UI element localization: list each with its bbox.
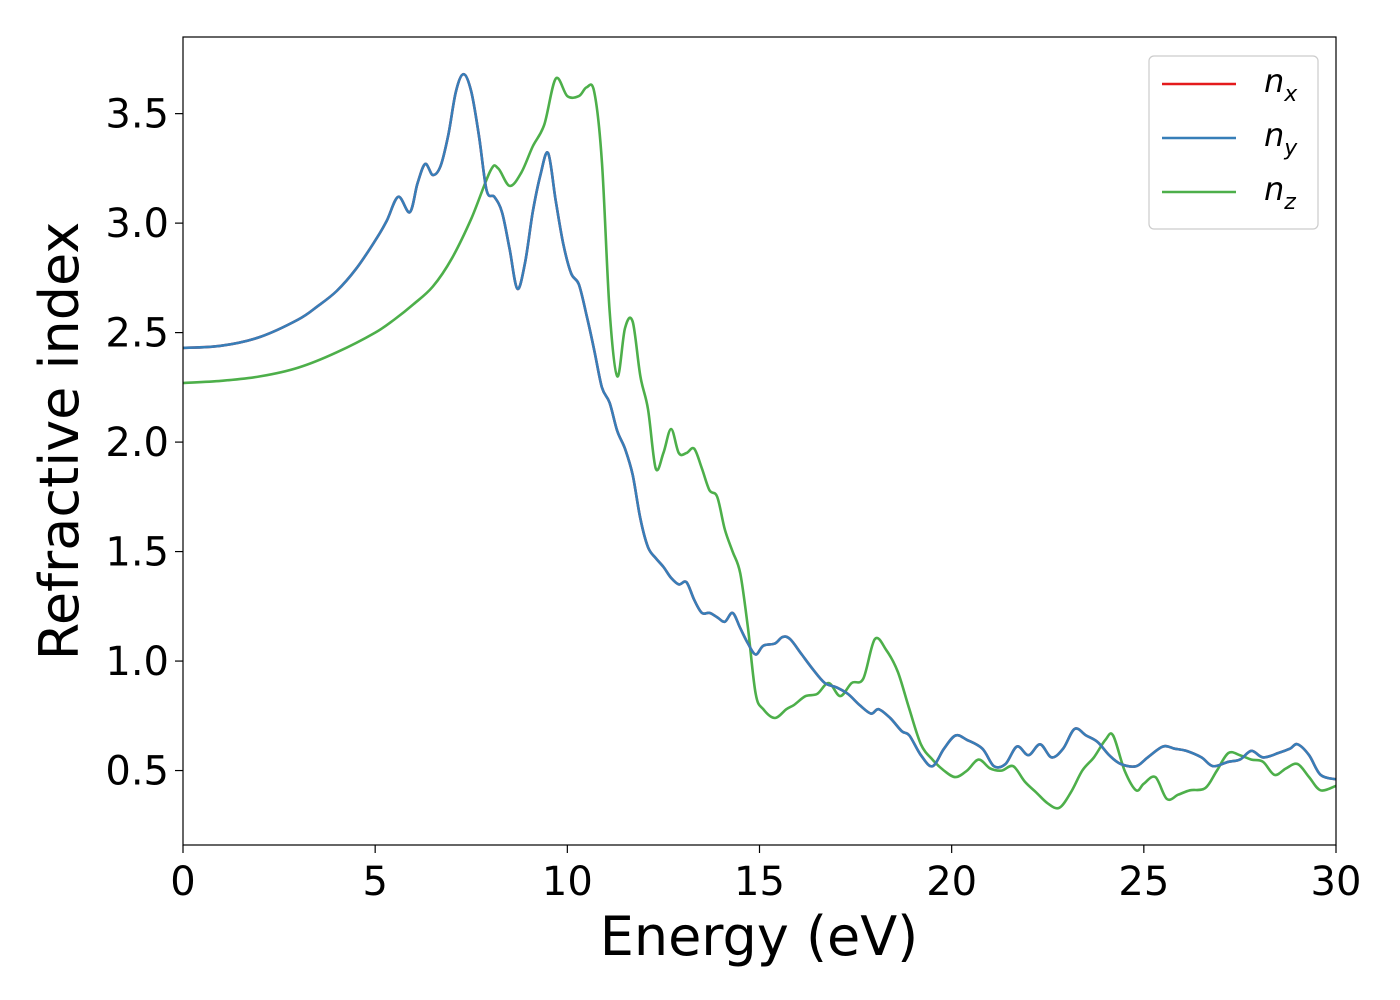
legend-box — [1148, 55, 1319, 230]
series-line-z — [183, 76, 1336, 810]
y-axis-title: Refractive index — [28, 222, 91, 661]
legend-label-subscript: y — [1283, 136, 1298, 161]
x-tick-label: 0 — [170, 859, 195, 905]
series-layer — [183, 72, 1336, 810]
y-tick-label: 1.5 — [105, 530, 169, 576]
x-tick-label: 10 — [542, 859, 593, 905]
x-tick-label: 30 — [1311, 859, 1362, 905]
x-tick-label: 20 — [926, 859, 977, 905]
y-tick-label: 2.0 — [105, 420, 169, 466]
y-tick-label: 3.5 — [105, 92, 169, 138]
legend-label-x: nx — [1264, 62, 1298, 107]
x-tick-label: 5 — [362, 859, 387, 905]
legend-label-subscript: x — [1283, 82, 1298, 107]
legend-label-y: ny — [1264, 116, 1298, 161]
plot-area — [183, 37, 1336, 845]
legend-label-base: n — [1264, 170, 1284, 208]
x-axis-ticks: 0 5 10 15 20 25 30 — [170, 845, 1361, 905]
y-tick-label: 2.5 — [105, 311, 169, 357]
x-axis-title: Energy (eV) — [600, 905, 919, 968]
y-axis-ticks: 0.5 1.0 1.5 2.0 2.5 3.0 3.5 — [105, 92, 183, 795]
legend-label-z: nz — [1264, 170, 1296, 215]
y-tick-label: 3.0 — [105, 201, 169, 247]
legend-label-base: n — [1264, 62, 1284, 100]
series-line-y — [183, 72, 1336, 781]
x-tick-label: 25 — [1118, 859, 1169, 905]
legend-label-base: n — [1264, 116, 1284, 154]
y-tick-label: 1.0 — [105, 639, 169, 685]
x-tick-label: 15 — [734, 859, 785, 905]
legend-label-subscript: z — [1283, 190, 1296, 215]
y-tick-label: 0.5 — [105, 749, 169, 795]
